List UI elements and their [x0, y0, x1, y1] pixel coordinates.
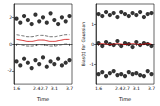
svg-text:2.7: 2.7	[41, 86, 48, 91]
svg-text:Bias(t) for Gaussian: Bias(t) for Gaussian	[81, 22, 86, 67]
svg-text:1.6: 1.6	[95, 86, 102, 91]
svg-text:0: 0	[9, 42, 12, 47]
svg-text:2.7: 2.7	[123, 86, 130, 91]
svg-text:2: 2	[9, 15, 12, 20]
svg-text:1.6: 1.6	[13, 86, 20, 91]
svg-text:Time: Time	[118, 96, 131, 102]
svg-text:3.1: 3.1	[51, 86, 58, 91]
svg-text:1: 1	[91, 22, 94, 27]
svg-text:-1: -1	[90, 62, 95, 67]
svg-text:3.1: 3.1	[133, 86, 140, 91]
svg-text:Time: Time	[36, 96, 49, 102]
svg-text:3.7: 3.7	[66, 86, 73, 91]
svg-text:-2: -2	[8, 68, 13, 73]
svg-text:3.7: 3.7	[148, 86, 155, 91]
svg-text:0: 0	[91, 42, 94, 47]
svg-text:2.4: 2.4	[115, 86, 122, 91]
svg-text:2.4: 2.4	[33, 86, 40, 91]
